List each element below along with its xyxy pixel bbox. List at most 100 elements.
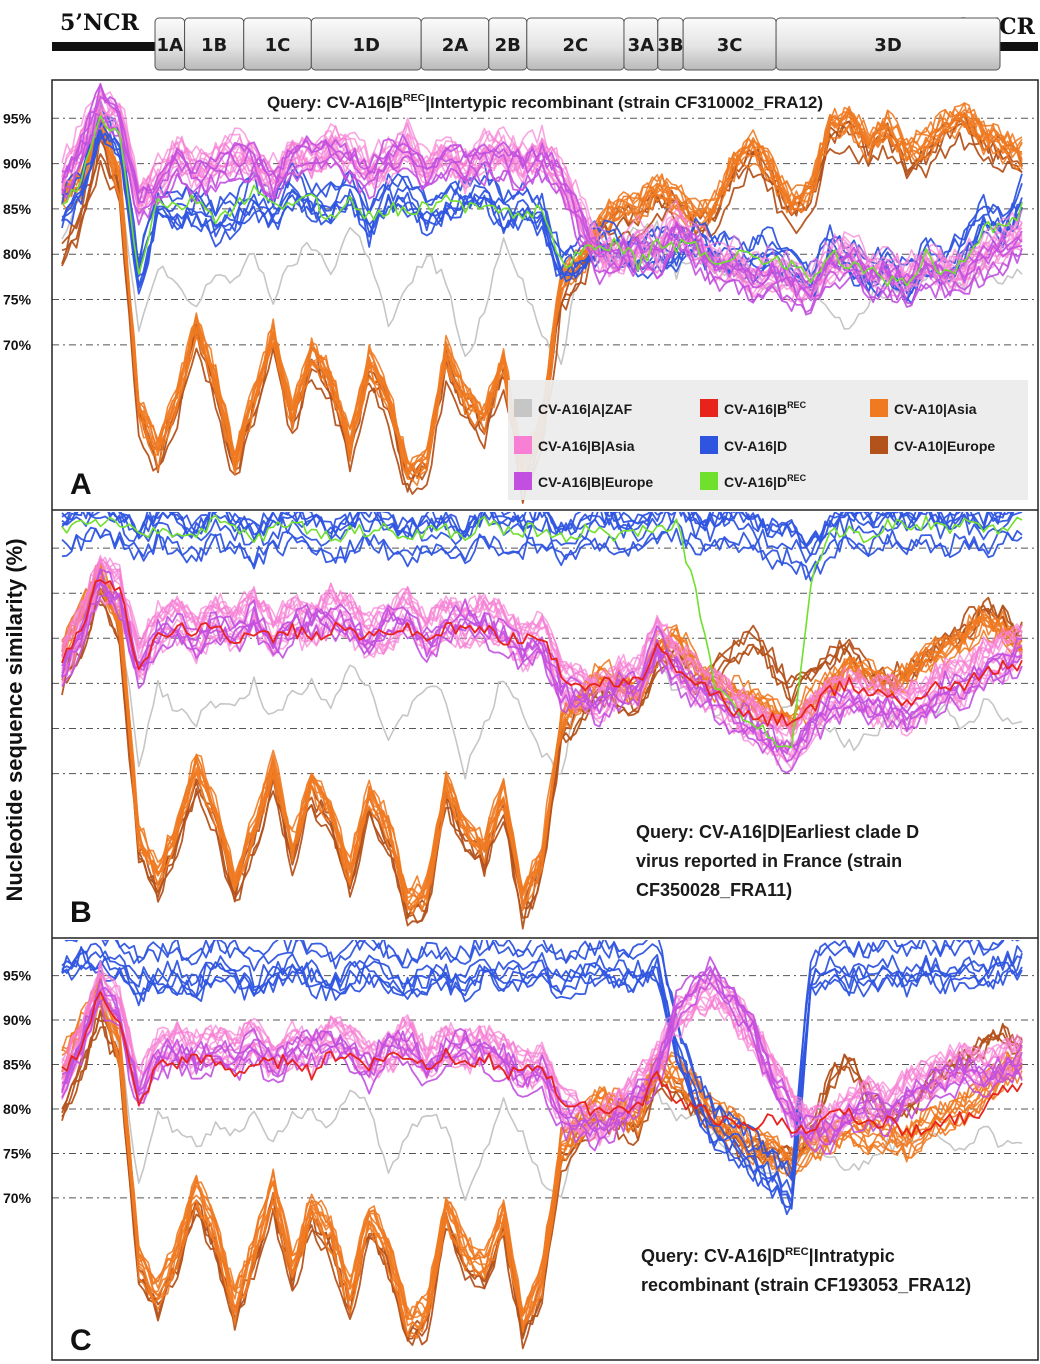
legend-swatch	[870, 399, 888, 417]
legend-swatch	[700, 472, 718, 490]
legend-label-text: CV-A16|B|Asia	[538, 438, 635, 454]
genome-segment-label: 2B	[495, 35, 521, 56]
series-line-a10-asia	[61, 986, 1023, 1319]
legend-item-d-rec: CV-A16|DREC	[700, 472, 807, 490]
series-line-d	[65, 940, 1020, 1181]
genome-segment-label: 3C	[717, 35, 743, 56]
series-line-d	[61, 942, 1023, 1195]
series-line-b-europe	[61, 956, 1023, 1133]
panel-title-line: recombinant (strain CF193053_FRA12)	[641, 1275, 971, 1295]
legend-label: CV-A16|B|Asia	[538, 438, 635, 454]
genome-segment-label: 1C	[265, 35, 291, 56]
series-line-b-asia	[61, 580, 1023, 751]
legend: CV-A16|A|ZAF CV-A16|B|Asia CV-A16|B|Europe…	[508, 380, 1028, 500]
genome-segment-label: 2C	[563, 35, 589, 56]
panel-title-rest: |Intratypic	[809, 1246, 895, 1266]
legend-box	[508, 380, 1028, 500]
panel-title-line: virus reported in France (strain	[636, 851, 902, 871]
series-line-b-asia	[61, 557, 1023, 733]
panel-label: A	[70, 468, 92, 501]
series-line-b-asia	[61, 580, 1023, 756]
legend-item-a10-asia: CV-A10|Asia	[870, 399, 977, 417]
legend-swatch	[514, 472, 532, 490]
genome-backbone-right	[998, 42, 1038, 51]
series-line-a-zaf	[61, 990, 1023, 1202]
legend-label: CV-A16|DREC	[724, 473, 807, 490]
y-tick-label: 70%	[3, 1190, 32, 1206]
y-tick-label: 80%	[3, 1101, 32, 1117]
y-axis-label: Nucleotide sequence similarity (%)	[2, 538, 27, 901]
series-line-a-zaf	[61, 123, 1023, 366]
panel-title-sup: REC	[785, 1246, 809, 1258]
legend-label-text: CV-A16|A|ZAF	[538, 401, 633, 417]
series-line-d-rec	[61, 514, 1023, 749]
series-line-d	[61, 512, 1023, 564]
series-line-b-asia	[61, 971, 1023, 1120]
series-lines	[61, 940, 1023, 1350]
legend-label: CV-A16|A|ZAF	[538, 401, 633, 417]
series-line-b-rec	[61, 579, 1023, 727]
legend-item-b-europe: CV-A16|B|Europe	[514, 472, 653, 490]
series-lines	[61, 512, 1023, 930]
legend-item-b-rec: CV-A16|BREC	[700, 399, 807, 417]
series-line-d-rec	[61, 114, 1023, 287]
panel-b: B Query: CV-A16|D|Earliest clade D virus r…	[52, 512, 1038, 930]
legend-items: CV-A16|A|ZAF CV-A16|B|Asia CV-A16|B|Europe…	[514, 399, 995, 490]
panel-title-text: recombinant (strain CF193053_FRA12)	[641, 1275, 971, 1295]
series-line-b-europe	[61, 112, 1023, 314]
series-line-d	[61, 526, 1023, 581]
panel-title-sup: REC	[403, 92, 426, 104]
y-tick-label: 85%	[3, 1057, 32, 1073]
panel-title-line: Query: CV-A16|DREC|Intratypic	[641, 1246, 895, 1266]
legend-label: CV-A16|B|Europe	[538, 474, 653, 490]
series-line-d	[61, 512, 1023, 557]
legend-item-a10-europe: CV-A10|Europe	[870, 436, 995, 454]
panel-title-text: Query: CV-A16|B	[267, 93, 403, 112]
genome-segment-3d	[775, 17, 1001, 71]
series-line-b-europe	[61, 569, 1023, 755]
legend-label-text: CV-A16|B|Europe	[538, 474, 653, 490]
series-lines	[61, 82, 1023, 504]
legend-label: CV-A10|Asia	[894, 401, 977, 417]
y-tick-label: 80%	[3, 246, 32, 262]
y-tick-label: 75%	[3, 292, 32, 308]
series-line-d	[61, 129, 1023, 303]
legend-label-text: CV-A16|B	[724, 401, 787, 417]
y-tick-label: 95%	[3, 110, 32, 126]
panel-label: C	[70, 1324, 92, 1357]
series-line-b-europe	[61, 568, 1023, 750]
series-line-a-zaf	[61, 570, 1023, 780]
series-line-b-asia	[61, 573, 1023, 761]
legend-swatch	[700, 436, 718, 454]
five-prime-ncr-label: 5’NCR	[60, 10, 140, 36]
legend-label-text: CV-A16|D	[724, 438, 787, 454]
legend-label: CV-A10|Europe	[894, 438, 995, 454]
series-line-d	[61, 512, 1015, 549]
legend-item-d: CV-A16|D	[700, 436, 787, 454]
genome-segment-label: 2A	[442, 35, 469, 56]
legend-label-text: CV-A10|Asia	[894, 401, 977, 417]
y-tick-label: 85%	[3, 201, 32, 217]
genome-segment-label: 1A	[157, 35, 184, 56]
legend-item-b-asia: CV-A16|B|Asia	[514, 436, 635, 454]
genome-segment-label: 3B	[657, 35, 683, 56]
panel-title-text: Query: CV-A16|D	[641, 1246, 785, 1266]
series-line-b-europe	[61, 594, 1023, 774]
panel-frame	[51, 79, 1039, 1361]
legend-label: CV-A16|BREC	[724, 400, 807, 417]
legend-swatch	[870, 436, 888, 454]
series-line-a10-asia	[61, 1000, 1023, 1336]
legend-label-sup: REC	[787, 400, 807, 410]
panel-title-line: Query: CV-A16|D|Earliest clade D	[636, 822, 919, 842]
series-line-d	[61, 99, 1023, 272]
series-line-d	[61, 960, 1023, 1208]
series-line-b-rec	[61, 991, 1023, 1138]
series-line-a10-asia	[61, 995, 1023, 1339]
legend-swatch	[700, 399, 718, 417]
series-line-a10-asia	[61, 582, 1023, 907]
genome-segments: 1A 1B 1C 1D 2A 2B 2C 3A 3B 3C 3D	[154, 17, 1001, 71]
